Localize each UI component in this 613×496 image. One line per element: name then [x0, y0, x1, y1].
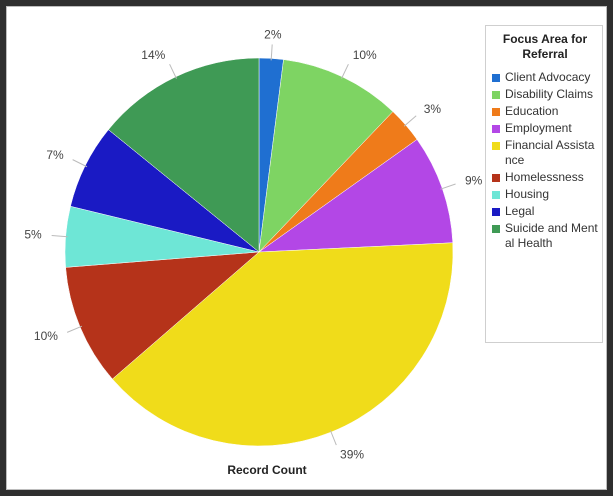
- legend-swatch: [492, 225, 500, 233]
- slice-label-employment: 9%: [465, 174, 483, 188]
- leader-line-legal: [72, 159, 88, 168]
- legend-label: Education: [505, 104, 559, 118]
- leader-line-client-advocacy: [270, 44, 273, 61]
- legend-items: Client Advocacy Disability Claims Educatio…: [492, 70, 598, 251]
- leader-line-employment: [440, 183, 456, 190]
- leader-line-homelessness: [66, 325, 83, 333]
- legend-swatch: [492, 91, 500, 99]
- legend-swatch: [492, 174, 500, 182]
- legend-swatch: [492, 208, 500, 216]
- pie-slices: [64, 57, 454, 447]
- leader-lines: [51, 44, 456, 446]
- legend-item-education[interactable]: Education: [492, 104, 598, 119]
- legend-label: Client Advocacy: [505, 70, 591, 84]
- legend-swatch: [492, 125, 500, 133]
- pie-chart: 2% 10% 3% 9% 39% 10% 5% 7% 14%: [24, 27, 482, 461]
- legend-title: Focus Area for Referral: [502, 32, 588, 61]
- legend: Focus Area for Referral Client Advocacy D…: [485, 25, 603, 343]
- leader-line-financial-assistance: [329, 430, 337, 446]
- x-axis-label: Record Count: [227, 463, 307, 477]
- chart-panel: 2% 10% 3% 9% 39% 10% 5% 7% 14% Focus Area for Re…: [6, 6, 607, 490]
- leader-line-education: [403, 115, 417, 127]
- legend-item-legal[interactable]: Legal: [492, 204, 598, 219]
- legend-label: Employment: [505, 121, 572, 135]
- legend-item-housing[interactable]: Housing: [492, 187, 598, 202]
- slice-label-homelessness: 10%: [34, 329, 58, 343]
- slice-label-suicide-and-mental-health: 14%: [141, 48, 165, 62]
- legend-item-client-advocacy[interactable]: Client Advocacy: [492, 70, 598, 85]
- slice-label-client-advocacy: 2%: [264, 27, 282, 41]
- legend-item-employment[interactable]: Employment: [492, 121, 598, 136]
- legend-label: Suicide and Mental Health: [505, 221, 598, 250]
- legend-label: Housing: [505, 187, 550, 201]
- legend-label: Financial Assistance: [505, 138, 595, 167]
- legend-label: Disability Claims: [505, 87, 594, 101]
- legend-swatch: [492, 108, 500, 116]
- slice-label-education: 3%: [424, 102, 442, 116]
- legend-swatch: [492, 74, 500, 82]
- legend-label: Homelessness: [505, 170, 584, 184]
- legend-item-homelessness[interactable]: Homelessness: [492, 170, 598, 185]
- slice-label-legal: 7%: [46, 148, 64, 162]
- legend-item-suicide-and-mental-health[interactable]: Suicide and Mental Health: [492, 221, 598, 251]
- leader-line-disability-claims: [341, 63, 349, 79]
- leader-line-housing: [51, 235, 68, 238]
- slice-label-disability-claims: 10%: [353, 48, 377, 62]
- legend-item-disability-claims[interactable]: Disability Claims: [492, 87, 598, 102]
- leader-line-suicide-and-mental-health: [169, 63, 177, 79]
- legend-label: Legal: [505, 204, 535, 218]
- slice-label-housing: 5%: [24, 228, 42, 242]
- slice-label-financial-assistance: 39%: [340, 447, 364, 461]
- legend-swatch: [492, 191, 500, 199]
- slice-labels: 2% 10% 3% 9% 39% 10% 5% 7% 14%: [24, 27, 482, 461]
- legend-item-financial-assistance[interactable]: Financial Assistance: [492, 138, 598, 168]
- legend-swatch: [492, 142, 500, 150]
